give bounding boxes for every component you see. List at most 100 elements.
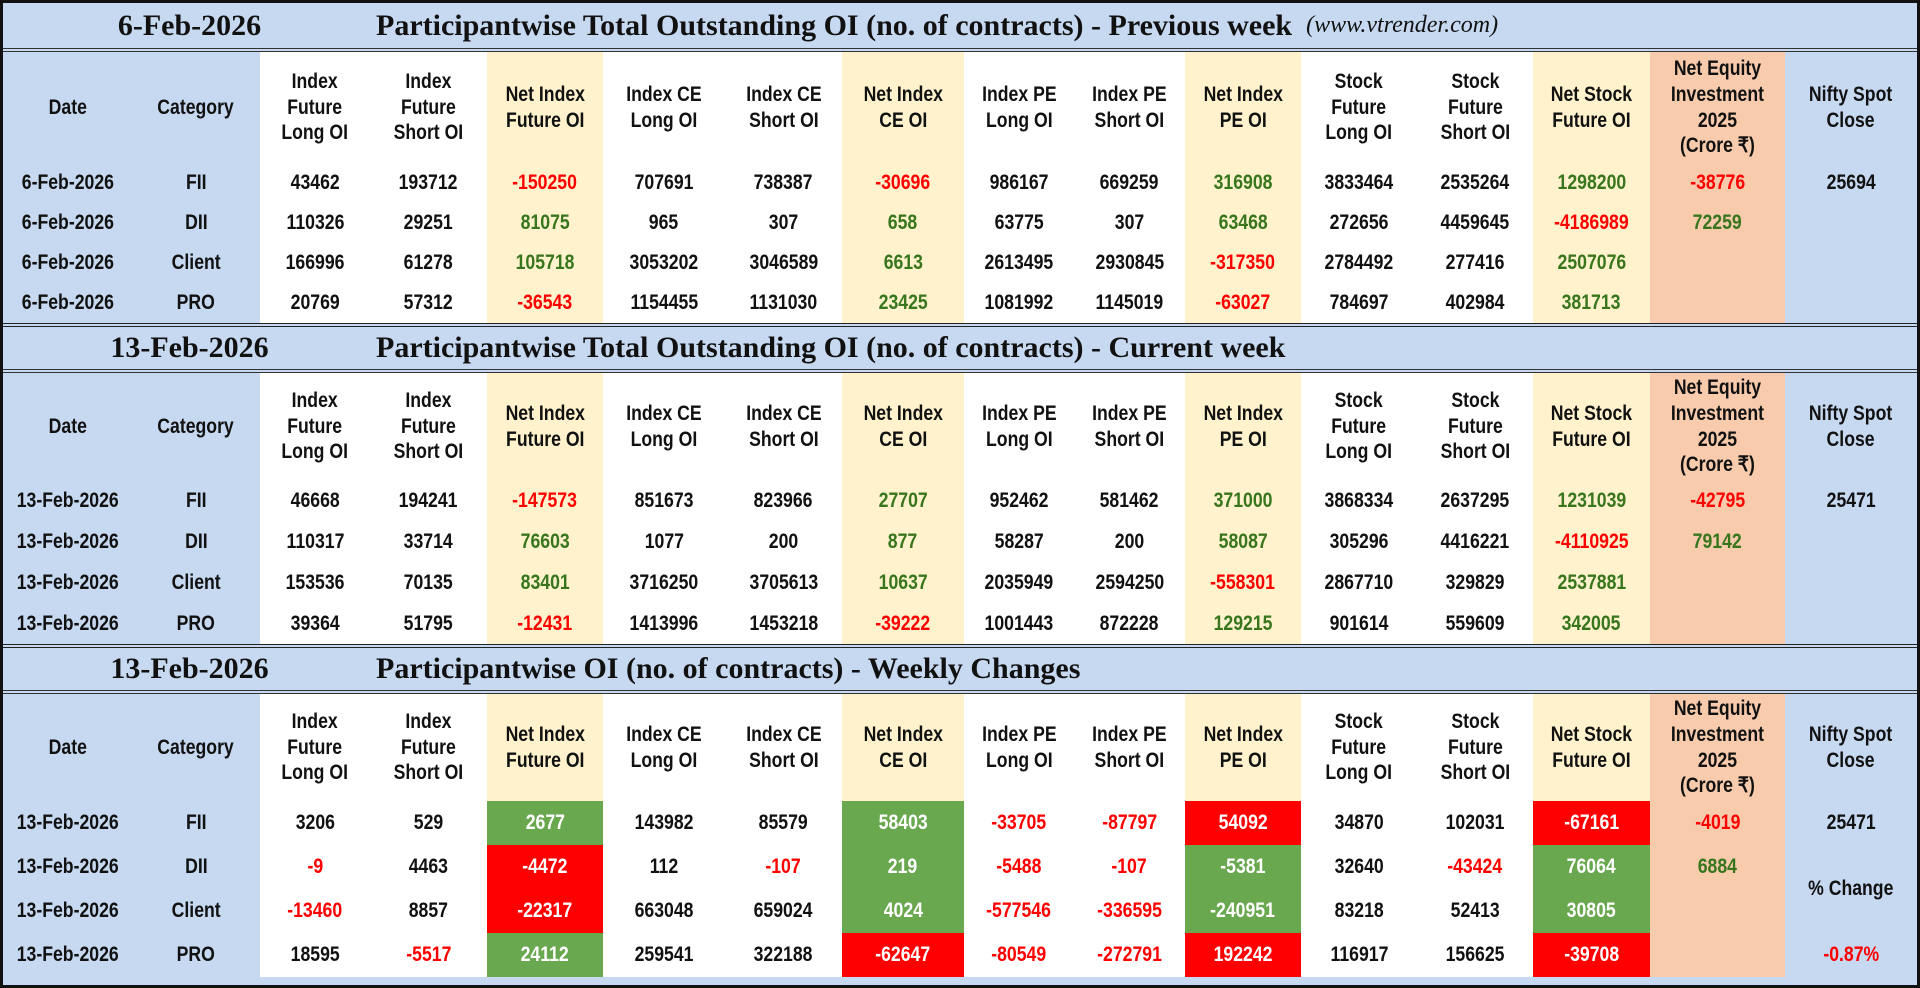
- cell-date: 13-Feb-2026: [3, 480, 132, 521]
- cell-stock-future-short-oi: 4459645: [1417, 203, 1533, 243]
- cell-value: 39364: [290, 611, 340, 635]
- cell-value: -107: [765, 855, 802, 879]
- cell-index-ce-long-oi: 1154455: [603, 283, 725, 323]
- cell-value: 143982: [634, 811, 694, 835]
- cell-value: 2613495: [984, 251, 1054, 275]
- cell-net-stock-future-oi: 1231039: [1533, 480, 1650, 521]
- cell-index-future-short-oi: 57312: [370, 283, 487, 323]
- column-header-index-future-long-oi: Index Future Long OI: [260, 373, 370, 480]
- column-header-label: Index PE Long OI: [981, 401, 1057, 451]
- column-header-label: Net Index PE OI: [1203, 401, 1283, 451]
- column-header-label: Stock Future Long OI: [1325, 70, 1393, 145]
- cell-stock-future-long-oi: 305296: [1301, 521, 1417, 562]
- cell-nifty-spot-close: -0.87%: [1785, 933, 1917, 977]
- cell-category: DII: [132, 521, 260, 562]
- cell-value: 381713: [1562, 291, 1621, 315]
- cell-index-pe-short-oi: -272791: [1074, 933, 1185, 977]
- cell-index-future-long-oi: 20769: [260, 283, 370, 323]
- cell-index-future-short-oi: 33714: [370, 521, 487, 562]
- cell-value: -38776: [1690, 171, 1745, 195]
- column-header-index-ce-short-oi: Index CE Short OI: [725, 373, 842, 480]
- cell-net-index-future-oi: -150250: [487, 163, 603, 203]
- cell-value: 13-Feb-2026: [16, 855, 119, 879]
- column-header-net-index-future-oi: Net Index Future OI: [487, 373, 603, 480]
- column-header-label: Net Index Future OI: [505, 82, 585, 132]
- cell-value: 76064: [1566, 855, 1617, 879]
- column-header-index-future-short-oi: Index Future Short OI: [370, 373, 487, 480]
- cell-index-future-long-oi: 110317: [260, 521, 370, 562]
- cell-index-pe-long-oi: -577546: [964, 889, 1074, 933]
- cell-value: -87797: [1102, 811, 1157, 835]
- cell-index-pe-short-oi: 2930845: [1074, 243, 1185, 283]
- cell-value: 559609: [1445, 611, 1505, 635]
- cell-value: 112: [649, 855, 679, 879]
- table-row: 6-Feb-2026 FII 43462 193712 -150250 707691 738…: [3, 163, 1917, 203]
- cell-index-future-long-oi: -13460: [260, 889, 370, 933]
- section-title-bar: 13-Feb-2026 Participantwise Total Outstan…: [3, 327, 1917, 373]
- cell-index-pe-short-oi: 2594250: [1074, 562, 1185, 603]
- cell-value: 219: [888, 855, 918, 879]
- header-row: Date Category Index Future Long OI Index Fu…: [3, 373, 1917, 480]
- cell-value: % Change: [1808, 877, 1894, 901]
- cell-net-index-ce-oi: 58403: [842, 801, 964, 845]
- cell-net-index-future-oi: 24112: [487, 933, 603, 977]
- cell-value: 305296: [1329, 529, 1389, 553]
- column-header-label: Category: [157, 735, 235, 759]
- cell-value: PRO: [176, 291, 216, 315]
- header-row: Date Category Index Future Long OI Index Fu…: [3, 694, 1917, 801]
- cell-index-future-short-oi: 70135: [370, 562, 487, 603]
- cell-index-ce-long-oi: 965: [603, 203, 725, 243]
- cell-stock-future-long-oi: 116917: [1301, 933, 1417, 977]
- cell-stock-future-short-oi: 102031: [1417, 801, 1533, 845]
- column-header-label: Date: [48, 735, 87, 759]
- column-header-label: Index CE Long OI: [626, 82, 702, 132]
- cell-value: 307: [768, 211, 799, 235]
- column-header-label: Index Future Short OI: [393, 710, 464, 785]
- cell-net-equity-investment: -38776: [1650, 163, 1785, 203]
- cell-net-stock-future-oi: 1298200: [1533, 163, 1650, 203]
- oi-table: Date Category Index Future Long OI Index Fu…: [3, 52, 1917, 323]
- cell-value: -0.87%: [1823, 943, 1879, 967]
- cell-date: 13-Feb-2026: [3, 889, 132, 933]
- cell-value: -577546: [986, 899, 1052, 923]
- table-row: 6-Feb-2026 DII 110326 29251 81075 965 307 658 63…: [3, 203, 1917, 243]
- cell-value: -5488: [996, 855, 1042, 879]
- column-header-label: Index PE Short OI: [1092, 722, 1167, 772]
- cell-index-future-long-oi: 153536: [260, 562, 370, 603]
- cell-value: 110317: [286, 529, 344, 553]
- cell-value: Client: [171, 251, 221, 275]
- cell-value: 105718: [515, 251, 575, 275]
- cell-index-ce-long-oi: 1413996: [603, 603, 725, 644]
- cell-date: 6-Feb-2026: [3, 243, 132, 283]
- cell-value: 43462: [290, 171, 340, 195]
- cell-net-equity-investment: [1650, 562, 1785, 603]
- cell-index-ce-short-oi: 200: [725, 521, 842, 562]
- cell-category: PRO: [132, 933, 260, 977]
- cell-value: 1077: [644, 529, 684, 553]
- cell-index-ce-short-oi: 322188: [725, 933, 842, 977]
- cell-value: 316908: [1213, 171, 1273, 195]
- column-header-net-stock-future-oi: Net Stock Future OI: [1533, 694, 1650, 801]
- cell-nifty-spot-close: [1785, 845, 1917, 889]
- cell-value: DII: [184, 211, 208, 235]
- cell-value: 371000: [1213, 488, 1273, 512]
- cell-value: 63468: [1218, 211, 1268, 235]
- table-row: 13-Feb-2026 PRO 18595 -5517 24112 259541 32218…: [3, 933, 1917, 977]
- cell-stock-future-long-oi: 901614: [1301, 603, 1417, 644]
- cell-value: 13-Feb-2026: [16, 570, 119, 594]
- cell-date: 13-Feb-2026: [3, 845, 132, 889]
- cell-value: 738387: [754, 171, 813, 195]
- column-header-label: Net Equity Investment 2025 (Crore ₹): [1670, 376, 1765, 477]
- cell-net-stock-future-oi: 342005: [1533, 603, 1650, 644]
- cell-value: 6-Feb-2026: [21, 211, 114, 235]
- cell-value: -13460: [287, 899, 343, 923]
- cell-index-ce-short-oi: 1453218: [725, 603, 842, 644]
- cell-value: -80549: [991, 943, 1047, 967]
- cell-net-stock-future-oi: 381713: [1533, 283, 1650, 323]
- cell-index-ce-short-oi: 659024: [725, 889, 842, 933]
- cell-net-index-pe-oi: -558301: [1185, 562, 1301, 603]
- cell-index-ce-short-oi: 823966: [725, 480, 842, 521]
- table-row: 6-Feb-2026 Client 166996 61278 105718 3053202…: [3, 243, 1917, 283]
- column-header-net-stock-future-oi: Net Stock Future OI: [1533, 373, 1650, 480]
